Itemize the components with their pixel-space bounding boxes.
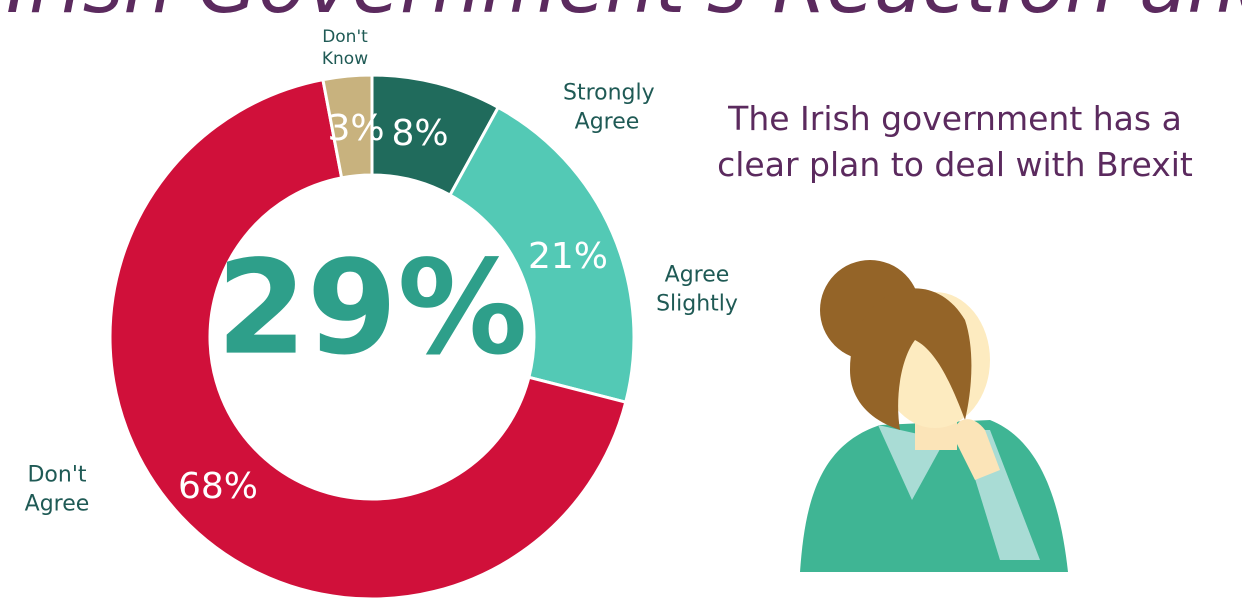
category-label: Strongly Agree [563,79,651,136]
value-label: 3% [327,108,384,149]
value-label: 8% [391,113,448,154]
slide-title: The Irish Government's Reaction and its [0,0,1242,31]
slide: The Irish Government's Reaction and its … [0,0,1242,599]
category-label: Don't Agree [13,461,101,518]
illustration [800,260,1068,572]
statement: The Irish government has a clear plan to… [700,96,1210,188]
center-label: 29% [216,232,527,384]
value-label: 68% [178,466,258,507]
category-label: Agree Slightly [653,261,741,318]
category-label: Don't Know [311,26,379,70]
value-label: 21% [528,236,608,277]
